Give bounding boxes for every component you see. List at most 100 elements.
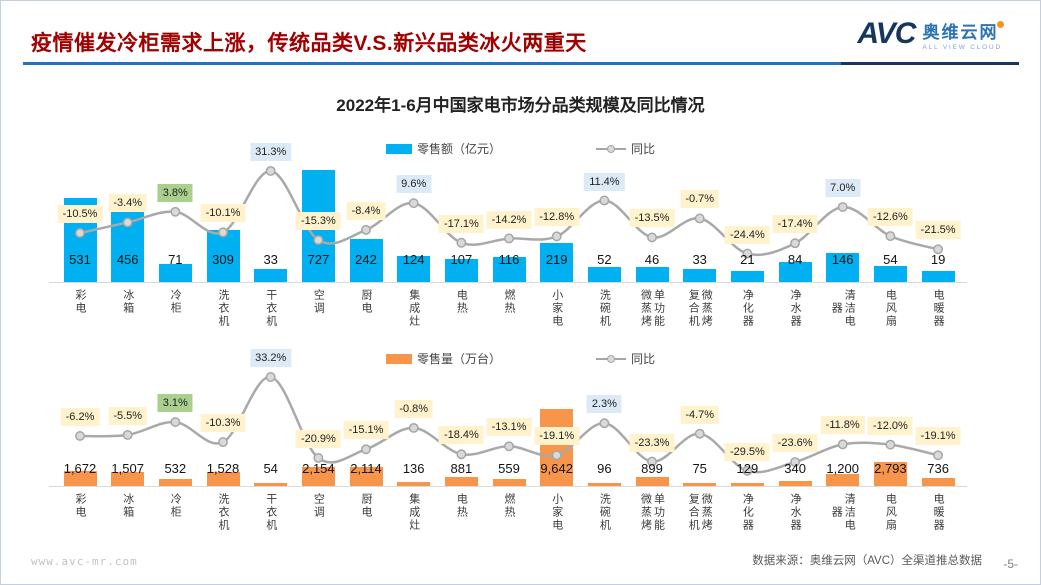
legend-item-yoy-bottom: 同比 <box>596 350 655 367</box>
category-label-column: 小家电 <box>550 493 563 532</box>
yoy-label: -24.4% <box>724 225 770 244</box>
category-label-column: 器 <box>830 506 843 519</box>
page-title: 疫情催发冷柜需求上涨，传统品类V.S.新兴品类冰火两重天 <box>31 32 587 55</box>
yoy-label: -23.6% <box>772 434 818 452</box>
yoy-label: -0.7% <box>680 190 720 209</box>
category-label: 微蒸烤 单功能 <box>640 493 665 532</box>
category-label: 小家电 <box>551 493 563 532</box>
category-label: 燃热 <box>503 289 515 315</box>
category-label-column: 电风扇 <box>884 289 897 328</box>
category-label: 洗碗机 <box>598 289 610 328</box>
category-label: 电暖器 <box>932 289 944 328</box>
category-label: 器清洁电 <box>830 289 855 328</box>
bar <box>206 472 240 486</box>
chart-title: 2022年1-6月中国家电市场分品类规模及同比情况 <box>336 96 705 115</box>
yoy-label: -21.5% <box>915 221 961 240</box>
category-label-column: 冷柜 <box>169 493 182 519</box>
bar <box>492 479 526 486</box>
category-label: 电热 <box>455 493 467 519</box>
category-label-column: 电热 <box>455 289 468 315</box>
category-label: 集成灶 <box>408 289 420 328</box>
bar <box>444 259 478 282</box>
category-label: 洗衣机 <box>217 493 229 532</box>
bar <box>921 271 955 282</box>
bar <box>730 271 764 282</box>
category-label-column: 电暖器 <box>932 289 945 328</box>
category-label: 净化器 <box>741 493 753 532</box>
yoy-label: -15.1% <box>343 421 389 440</box>
category-label-column: 净化器 <box>741 493 754 532</box>
yoy-label: -13.1% <box>486 418 532 437</box>
category-label: 冰箱 <box>122 493 134 519</box>
category-label: 净化器 <box>741 289 753 328</box>
bar <box>397 256 431 282</box>
header-underline <box>23 62 841 65</box>
category-label-column: 洗衣机 <box>217 289 229 328</box>
legend-label-yoy-top: 同比 <box>631 142 656 156</box>
legend-label-retail-value: 零售额（亿元） <box>416 142 501 156</box>
avc-logo-tagline: ALL VIEW CLOUD <box>922 43 1002 51</box>
yoy-label: -17.4% <box>772 215 818 234</box>
category-label: 洗碗机 <box>598 493 610 532</box>
bar <box>635 477 669 486</box>
category-label: 冷柜 <box>169 493 181 519</box>
category-label: 燃热 <box>503 493 515 519</box>
legend-label-yoy-bottom: 同比 <box>631 352 656 366</box>
bar <box>826 253 860 282</box>
category-label-column: 复合机 <box>687 493 700 532</box>
legend-retail-value: 零售额（亿元） 同比 <box>1 140 1040 157</box>
yoy-line-glyph-icon <box>596 354 626 364</box>
category-label-column: 单功能 <box>652 493 665 532</box>
yoy-label: -23.3% <box>629 433 675 452</box>
yoy-label: -12.8% <box>534 208 580 227</box>
yoy-label: -4.7% <box>680 405 720 424</box>
avc-logo-text: AVC <box>857 17 916 50</box>
category-label: 净水器 <box>789 493 801 532</box>
category-label-column: 清洁电 <box>843 493 856 532</box>
yoy-label: -19.1% <box>534 427 580 446</box>
category-label: 电热 <box>455 289 467 315</box>
category-label: 复合机 微蒸烤 <box>687 493 712 532</box>
x-axis-line <box>49 282 967 283</box>
yoy-label: -3.4% <box>108 194 148 213</box>
legend-item-retail-volume: 零售量（万台） <box>385 350 501 367</box>
yoy-label: -12.6% <box>867 208 913 227</box>
category-label: 空调 <box>312 493 324 519</box>
yoy-label: 31.3% <box>250 143 292 161</box>
yoy-label: 3.8% <box>157 183 193 202</box>
avc-logo: AVC 奥维云网 ALL VIEW CLOUD <box>857 17 1004 51</box>
bar <box>587 267 621 282</box>
category-label-column: 微蒸烤 <box>639 289 652 328</box>
yoy-label: 9.6% <box>396 175 432 194</box>
bar <box>63 471 97 486</box>
yoy-label: -12.0% <box>867 416 913 435</box>
category-label-column: 清洁电 <box>843 289 856 328</box>
yoy-label: 33.2% <box>250 349 292 367</box>
yoy-label: -20.9% <box>295 430 341 448</box>
yoy-label: -10.1% <box>200 204 246 223</box>
category-label: 干衣机 <box>265 289 277 328</box>
yoy-label: -10.5% <box>57 205 103 223</box>
category-label-column: 洗碗机 <box>598 289 611 328</box>
yoy-label: -6.2% <box>60 408 100 426</box>
category-label-column: 冰箱 <box>121 289 134 315</box>
category-label-column: 净水器 <box>789 493 802 532</box>
footer-website: www.avc-mr.com <box>31 555 138 568</box>
category-label-column: 净水器 <box>789 289 802 328</box>
legend-item-yoy-top: 同比 <box>596 140 655 157</box>
category-label: 电风扇 <box>884 289 896 328</box>
bar <box>778 481 812 486</box>
bar <box>778 262 812 282</box>
category-label: 器清洁电 <box>830 493 855 532</box>
category-label: 复合机 微蒸烤 <box>687 289 712 328</box>
yoy-label: -14.2% <box>486 210 532 229</box>
bar <box>873 266 907 282</box>
bar <box>683 483 717 486</box>
bar <box>158 479 192 486</box>
bar <box>635 267 669 282</box>
yoy-label: -11.8% <box>820 416 865 435</box>
footer-data-source: 数据来源：奥维云网（AVC）全渠道推总数据 <box>752 555 982 567</box>
bar <box>683 269 717 282</box>
category-label: 干衣机 <box>265 493 277 532</box>
bar <box>492 257 526 282</box>
